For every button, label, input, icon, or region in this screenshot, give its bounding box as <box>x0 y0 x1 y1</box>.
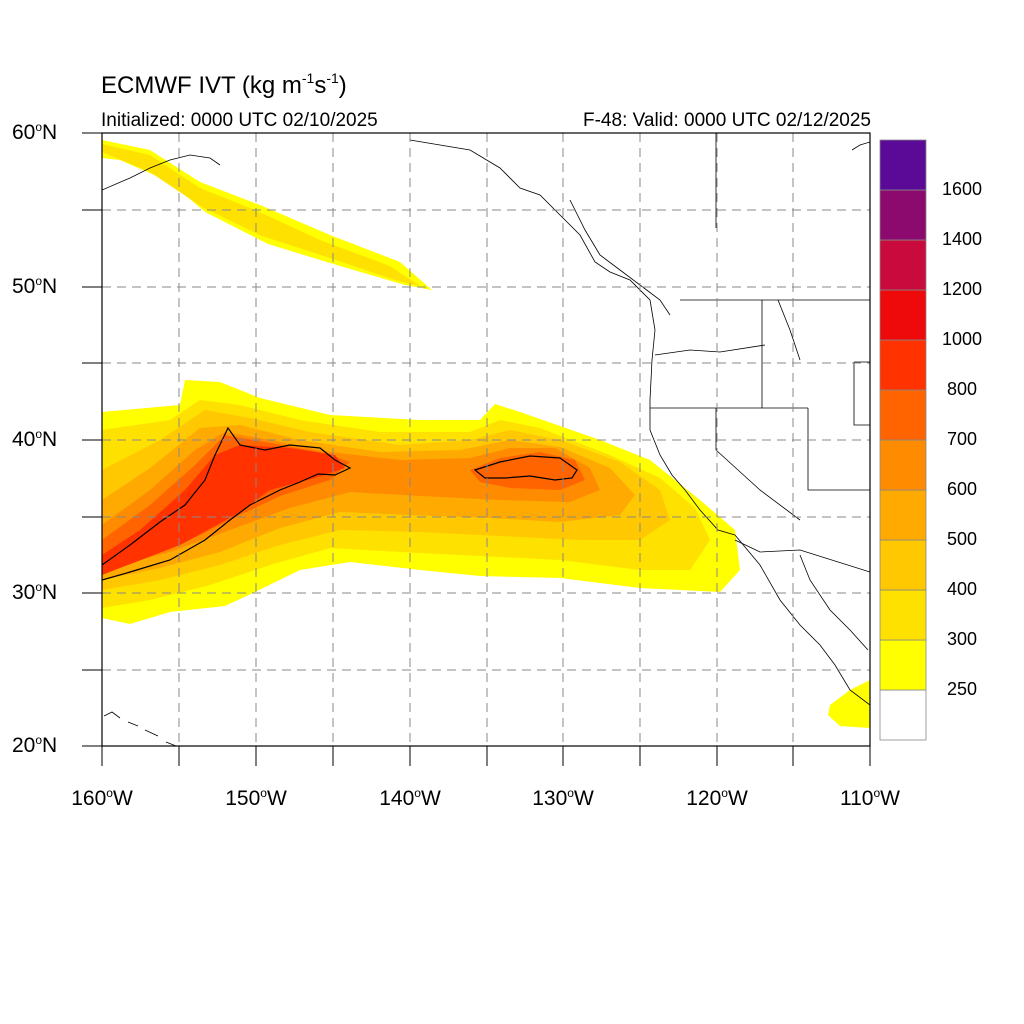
map-title: ECMWF IVT (kg m-1s-1) <box>101 70 347 99</box>
colorbar-label: 1200 <box>941 279 983 299</box>
colorbar-swatch <box>879 589 927 641</box>
coast-alaska-peninsula <box>102 154 221 191</box>
colorbar-swatch <box>879 189 927 241</box>
coast-bc-mainland <box>569 199 671 316</box>
colorbar-swatch <box>879 489 927 541</box>
valid-time: F-48: Valid: 0000 UTC 02/12/2025 <box>583 110 871 131</box>
border-ca-nv <box>715 408 801 521</box>
coast-hawaii <box>103 711 177 746</box>
contour-main <box>102 426 352 581</box>
colorbar-swatch <box>879 639 927 691</box>
lat-label-40: 40oN <box>12 427 58 451</box>
ivt-contours <box>102 426 578 581</box>
coast-gulf-california <box>799 554 869 651</box>
ivt-shade-700-east <box>470 452 585 490</box>
colorbar-swatch <box>879 689 927 741</box>
border-wa-or <box>654 344 766 356</box>
colorbar-label: 400 <box>946 579 978 599</box>
ivt-shade-800 <box>102 445 345 575</box>
ivt-shade-north-plume-inner <box>102 144 420 286</box>
ivt-shading <box>102 140 740 624</box>
colorbar-swatch <box>879 389 927 441</box>
lon-label-120w: 120oW <box>686 786 748 810</box>
border-mt-wy <box>853 361 870 426</box>
lat-label-20: 20oN <box>12 733 58 757</box>
colorbar-swatch <box>879 239 927 291</box>
colorbar-swatch <box>879 439 927 491</box>
colorbar-label: 300 <box>946 629 978 649</box>
border-nv-az <box>807 408 870 491</box>
colorbar-label: 1000 <box>941 329 983 349</box>
lon-label-130w: 130oW <box>532 786 594 810</box>
initialized-time: Initialized: 0000 UTC 02/10/2025 <box>101 110 378 131</box>
coast-west-us <box>649 329 736 536</box>
axis-ticks <box>82 132 871 766</box>
colorbar-label: 1400 <box>941 229 983 249</box>
colorbar-label: 1600 <box>941 179 983 199</box>
lon-label-140w: 140oW <box>379 786 441 810</box>
ivt-shade-mexico <box>828 680 870 728</box>
colorbar-swatch <box>879 539 927 591</box>
lon-label-160w: 160oW <box>71 786 133 810</box>
colorbar-label: 500 <box>946 529 978 549</box>
coast-alaska-south <box>409 139 656 331</box>
lat-label-50: 50oN <box>12 274 58 298</box>
lat-label-30: 30oN <box>12 580 58 604</box>
contour-east <box>473 455 578 481</box>
border-id-mt <box>777 299 801 361</box>
colorbar-label: 800 <box>946 379 978 399</box>
grid-lines <box>102 133 870 746</box>
coast-baja <box>734 534 870 706</box>
lat-label-60: 60oN <box>12 120 58 144</box>
lon-label-110w: 110oW <box>840 786 900 810</box>
colorbar-label: 700 <box>946 429 978 449</box>
coastlines <box>102 139 870 746</box>
colorbar-swatch <box>879 339 927 391</box>
colorbar-label: 600 <box>946 479 978 499</box>
borders <box>650 133 870 573</box>
lon-label-150w: 150oW <box>225 786 287 810</box>
colorbar-swatch <box>879 289 927 341</box>
colorbar-label: 250 <box>946 679 978 699</box>
coast-ne-corner <box>851 141 870 151</box>
colorbar-swatch <box>879 139 927 191</box>
border-us-mexico <box>734 539 870 573</box>
colorbar <box>879 139 927 741</box>
